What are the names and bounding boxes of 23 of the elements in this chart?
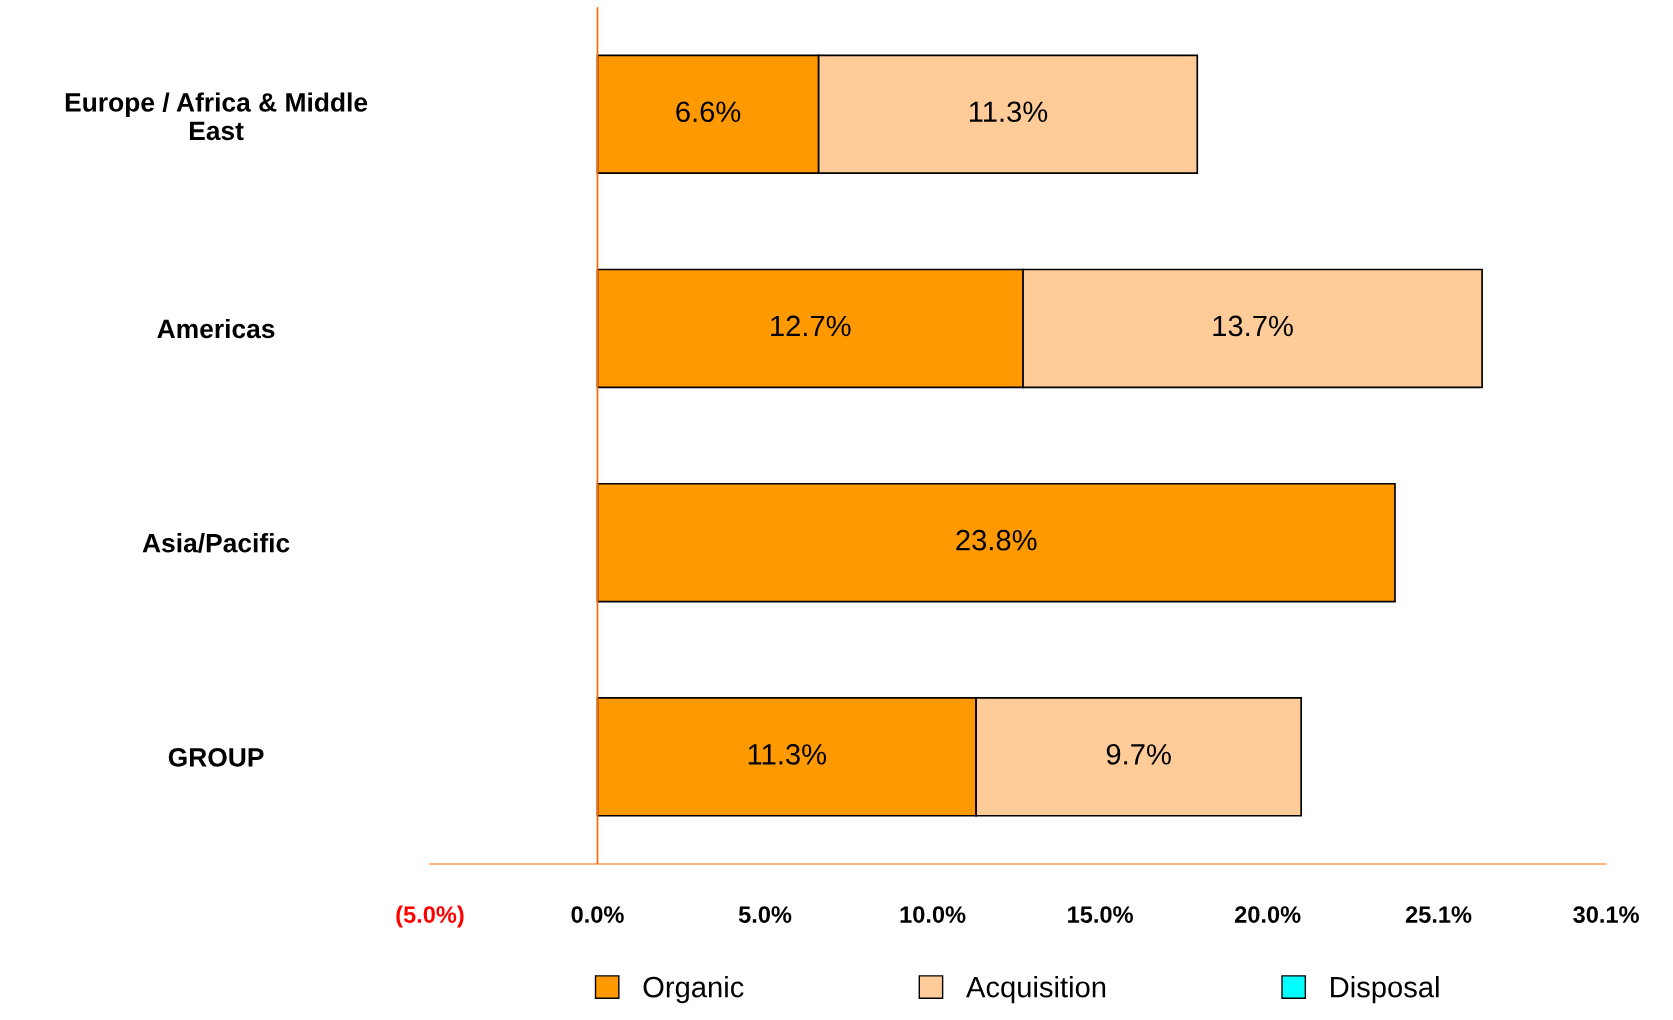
x-tick-label: 25.1% <box>1405 906 1472 923</box>
x-tick-label: 15.0% <box>1068 906 1133 923</box>
x-tick-label: 20.0% <box>1235 906 1301 923</box>
bar <box>596 482 1396 603</box>
data-label: 6.6% <box>676 101 741 123</box>
data-label: 13.7% <box>1213 315 1293 337</box>
y-tick-label: Asia/Pacific <box>142 533 290 553</box>
x-tick-label: 10.0% <box>900 906 966 923</box>
y-tick-label: Americas <box>157 318 275 339</box>
x-tick-label: 5.0% <box>738 906 792 923</box>
x-tick-label: 30.1% <box>1573 906 1639 923</box>
x-tick-label: 0.0% <box>571 906 624 923</box>
data-label: 9.7% <box>1106 744 1171 765</box>
x-tick-label: (5.0%) <box>396 905 464 928</box>
data-label: 23.8% <box>956 529 1037 551</box>
legend-label: Organic <box>643 976 744 1004</box>
data-label: 11.3% <box>969 101 1048 123</box>
y-tick-label: GROUP <box>168 747 264 767</box>
data-label: 12.7% <box>771 315 851 337</box>
legend-label: Disposal <box>1331 976 1439 1004</box>
y-tick-label: Europe / Africa & Middle East <box>65 92 368 141</box>
data-label: 11.3% <box>748 744 827 765</box>
legend-label: Acquisition <box>966 976 1106 1004</box>
